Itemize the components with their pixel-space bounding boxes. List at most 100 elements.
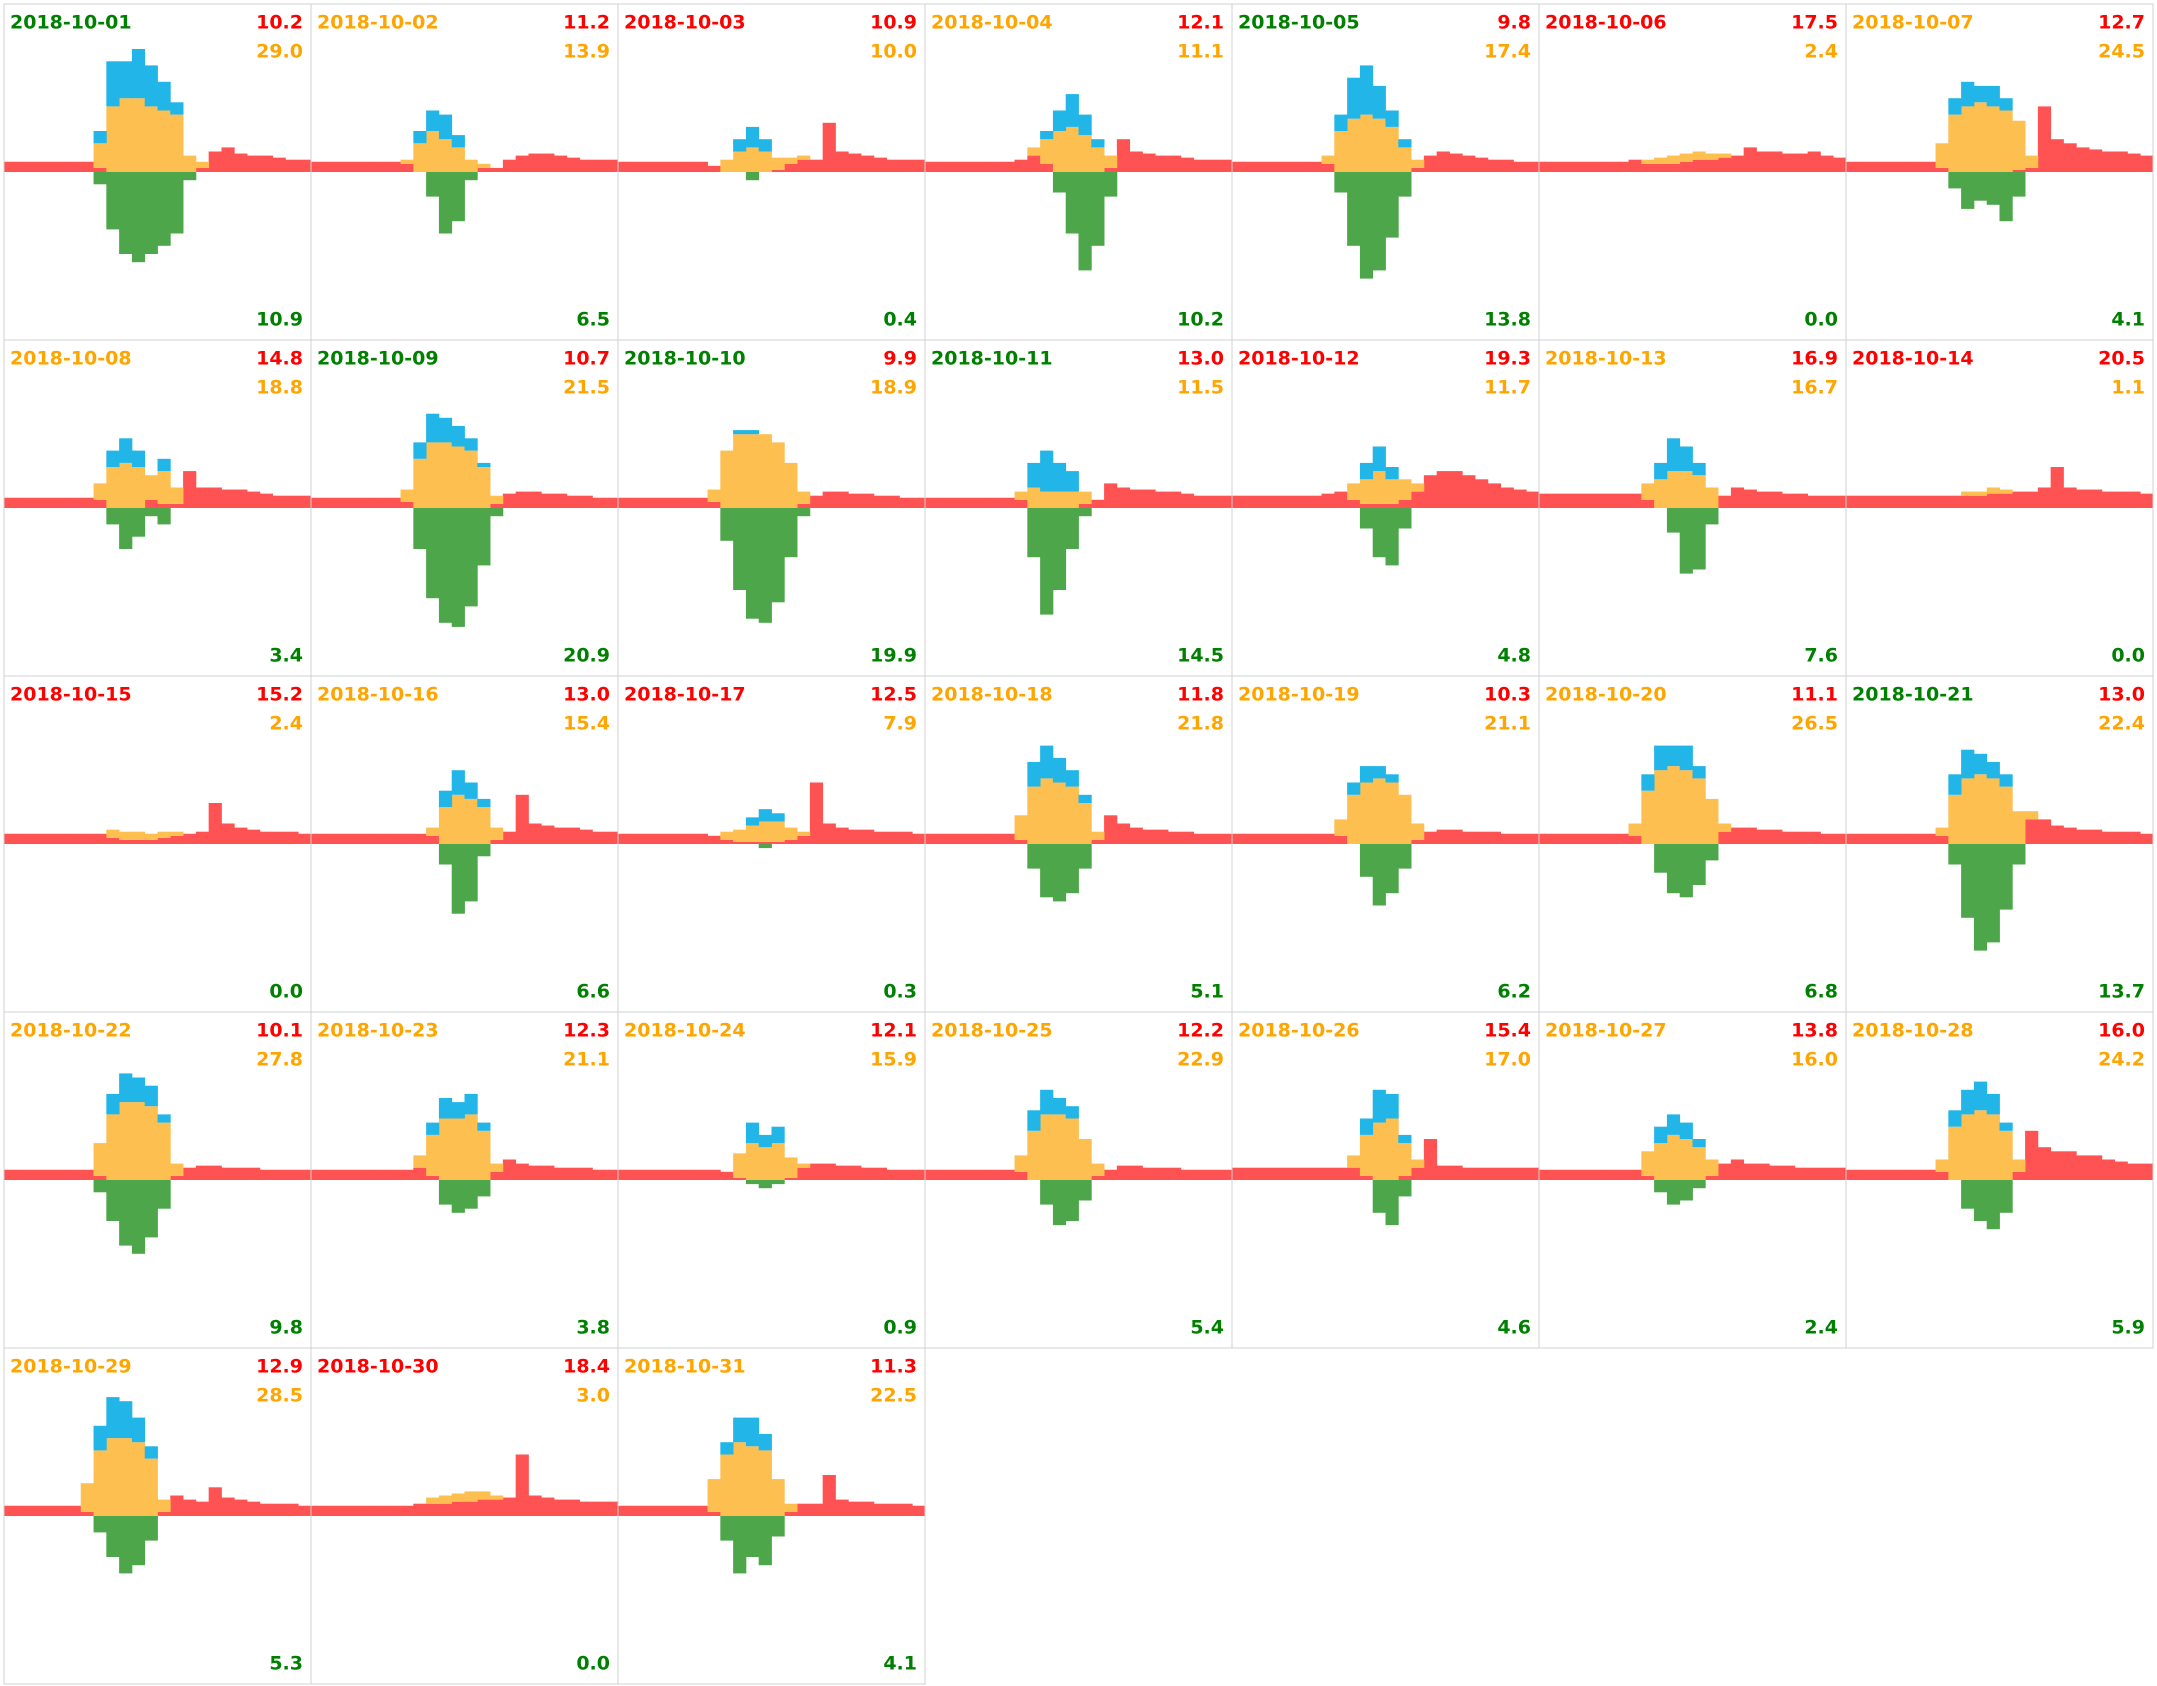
energy-bar [1372,503,1386,508]
energy-bar [1666,745,1681,767]
energy-bar [1513,489,1527,508]
export-bar [93,1180,107,1193]
export-bar [93,172,107,185]
energy-bar [1794,153,1809,172]
energy-bar [861,829,875,844]
energy-bar [2089,149,2103,172]
energy-bar [809,495,824,508]
energy-bar [477,1130,491,1180]
energy-bar [1027,762,1041,787]
energy-bar [349,833,363,844]
energy-bar [745,841,760,844]
energy-bar [1359,766,1374,783]
energy-bar [1948,114,1962,172]
energy-bar [157,837,171,844]
total-label: 0.0 [1804,309,1838,331]
energy-bar [1769,491,1783,508]
total-label: 5.3 [269,1653,303,1675]
energy-bar [1475,831,1489,844]
energy-bar [1078,1139,1092,1180]
energy-bar [1232,833,1246,844]
energy-bar [2114,491,2128,508]
energy-bar [234,1167,248,1180]
total-label: 1.1 [2111,377,2145,399]
energy-bar [1999,489,2013,494]
energy-bar [541,825,555,844]
energy-bar [80,161,94,172]
energy-bar [592,831,606,844]
energy-bar [515,491,529,508]
energy-bar [1602,833,1617,844]
energy-bar [1654,745,1668,771]
energy-bar [1168,1167,1182,1180]
energy-bar [886,1503,900,1516]
energy-bar [80,833,94,844]
export-bar [106,508,120,525]
energy-bar [2089,1155,2103,1180]
energy-bar [451,135,465,148]
energy-bar [1462,1167,1476,1180]
energy-bar [16,497,30,508]
total-label: 16.0 [1791,1049,1838,1071]
energy-bar [771,813,785,822]
energy-bar [528,153,542,172]
energy-bar [490,1499,504,1516]
energy-bar [1679,1139,1693,1180]
energy-bar [1142,1167,1156,1180]
energy-bar [131,1077,146,1103]
energy-bar [29,1169,43,1180]
energy-bar [1807,831,1821,844]
energy-bar [720,159,734,172]
energy-bar [1628,1169,1642,1180]
energy-bar [1871,161,1885,172]
energy-bar [1398,794,1412,844]
energy-bar [656,1169,670,1180]
energy-bar [259,493,274,508]
energy-bar [413,442,427,459]
panel-date: 2018-10-08 [10,348,132,370]
energy-bar [618,833,632,844]
total-label: 12.9 [256,1356,303,1378]
panel-date: 2018-10-27 [1545,1020,1667,1042]
energy-bar [438,1495,453,1504]
energy-bar [707,165,721,172]
energy-bar [1104,167,1118,172]
energy-bar [1270,833,1284,844]
total-label: 12.3 [563,1020,610,1042]
energy-bar [1398,499,1412,508]
total-label: 21.5 [563,377,610,399]
energy-bar [106,1438,120,1516]
energy-bar [336,161,350,172]
energy-bar [1232,161,1246,172]
energy-bar [1641,159,1655,164]
export-bar [464,1180,478,1209]
export-bar [426,508,440,599]
energy-bar [835,1165,849,1180]
energy-bar [1961,491,1975,496]
export-bar [477,1180,491,1197]
panel-border [617,1347,926,1685]
energy-bar [119,1401,133,1439]
energy-bar [1526,161,1540,172]
energy-bar [426,1175,440,1180]
energy-bar [1935,1159,1949,1172]
export-bar [144,1180,158,1238]
energy-bar [1564,833,1578,844]
export-bar [745,1516,760,1557]
energy-bar [1385,467,1399,480]
energy-bar [221,147,235,172]
total-label: 10.0 [870,41,917,63]
energy-bar [1973,774,1988,844]
energy-bar [784,462,798,508]
energy-bar [822,491,836,508]
energy-bar [1091,1175,1105,1180]
energy-bar [1129,151,1143,172]
export-bar [119,1180,133,1246]
export-bar [1666,508,1681,533]
energy-bar [1641,790,1655,844]
energy-bar [131,839,146,844]
energy-bar [643,833,657,844]
energy-bar [183,1499,197,1516]
energy-bar [1052,1114,1067,1180]
energy-bar [988,1169,1003,1180]
